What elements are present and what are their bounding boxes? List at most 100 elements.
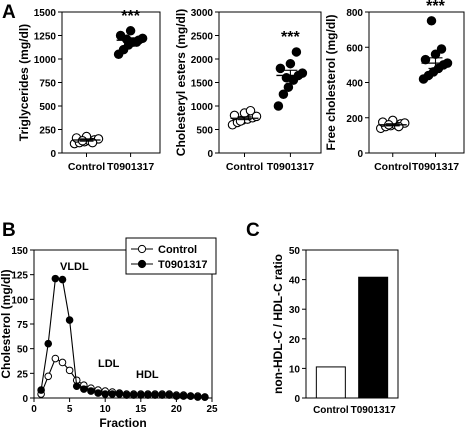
- line-series-2-point: [101, 390, 109, 398]
- line-series-2-point: [51, 274, 60, 283]
- bar-chart-xtick-label-1: T0901317: [351, 405, 396, 416]
- dot-plot-3-xtick-label-1: T0901317: [412, 161, 459, 173]
- legend-marker-2: [137, 259, 147, 269]
- annotation-hdl: HDL: [136, 369, 159, 381]
- line-series-2-point: [44, 339, 53, 348]
- dot-plot-2-point: [278, 89, 289, 100]
- dot-plot-2-point: [285, 58, 296, 69]
- line-series-2-point: [108, 390, 117, 398]
- line-chart-xtick-label-1: 5: [67, 404, 73, 415]
- panel-letter-a: A: [2, 2, 16, 23]
- line-series-2-point: [193, 393, 202, 401]
- ratio-bar-chart: 0 10 20 30 40 50 non-HDL-C / HDL-C ratio Contro…: [271, 246, 399, 416]
- bar-chart-xtick-label-0: Control: [313, 405, 349, 416]
- line-chart-legend: Control T0901317: [125, 237, 217, 275]
- line-series-2-point: [186, 392, 195, 400]
- annotation-vldl: VLDL: [60, 261, 89, 273]
- line-chart-xtick-label-0: 0: [31, 404, 37, 415]
- dot-plot-1-ytick-label-5: 1250: [34, 32, 57, 43]
- line-chart-xtick-label-5: 25: [206, 404, 218, 415]
- bar-2: [358, 276, 389, 399]
- dot-plot-3-ytick-label-0: 0: [357, 149, 363, 160]
- line-chart-ytick-label-6: 150: [11, 246, 28, 257]
- dot-plot-2-ytick-label-6: 3000: [191, 8, 214, 19]
- legend-marker-1: [137, 244, 147, 254]
- dot-plot-1-significance: ***: [121, 8, 140, 25]
- dot-plot-1-xtick-label-0: Control: [68, 161, 105, 173]
- dot-plot-1-xtick-label-1: T0901317: [107, 161, 154, 173]
- dot-plot-3-point: [426, 16, 437, 26]
- panel-letter-b: B: [2, 220, 16, 241]
- dot-plot-3-ytick-label-1: 200: [346, 114, 363, 125]
- line-series-1-point: [58, 358, 67, 367]
- dot-plot-1-ytick-label-6: 1500: [34, 8, 57, 19]
- dot-plot-1-ytick-label-0: 0: [50, 149, 56, 160]
- line-chart-ytick-label-5: 125: [11, 271, 28, 282]
- line-chart-xtick-label-4: 20: [171, 404, 183, 415]
- line-series-2-point: [80, 385, 88, 393]
- dot-plot-2-point: [291, 47, 302, 57]
- dot-plot-3-point: [420, 54, 431, 65]
- dot-plot-2-xtick-label-0: Control: [226, 161, 263, 173]
- dot-plot-1-ytick-label-2: 500: [39, 102, 56, 113]
- line-chart-ytick-label-2: 50: [17, 345, 29, 356]
- dot-plot-2-point: [229, 110, 240, 121]
- dot-plot-1-ytick-label-1: 250: [39, 126, 56, 137]
- bar-chart-ytick-label-0: 0: [294, 394, 300, 405]
- dot-plot-3-significance: ***: [426, 0, 445, 15]
- dot-plot-2-ytick-label-4: 2000: [191, 55, 214, 66]
- bar-chart-ytick-label-1: 10: [289, 364, 301, 375]
- line-series-2-point: [87, 387, 95, 395]
- line-series-1-point: [51, 354, 60, 363]
- line-chart-xtick-label-2: 10: [100, 404, 112, 415]
- legend-box: [125, 237, 217, 275]
- bar-chart-ytick-label-3: 30: [289, 305, 301, 316]
- dot-plot-3-point: [436, 44, 447, 54]
- line-series-2-point: [201, 393, 209, 401]
- dot-plot-2-point: [245, 105, 256, 116]
- dot-plot-3-xtick-label-0: Control: [374, 161, 411, 173]
- line-chart-ylabel: Cholesterol (mg/dl): [0, 269, 13, 378]
- bar-chart-ylabel: non-HDL-C / HDL-C ratio: [271, 254, 285, 394]
- panel-letter-c: C: [246, 220, 260, 241]
- bar-chart-ytick-label-4: 40: [289, 276, 301, 287]
- dot-plot-2-significance: ***: [281, 29, 300, 46]
- dot-plot-2-ytick-label-3: 1500: [191, 79, 214, 90]
- line-series-2-point: [179, 392, 188, 400]
- dot-plot-1-ytick-label-3: 750: [39, 79, 56, 90]
- line-series-2-point: [94, 389, 102, 397]
- annotation-ldl: LDL: [98, 358, 120, 370]
- line-series-2-point: [137, 391, 145, 399]
- bar-chart-frame: [305, 249, 399, 399]
- line-series-2-point: [172, 392, 181, 400]
- line-series-2-point: [72, 382, 81, 390]
- dot-plot-2-ytick-label-0: 0: [207, 149, 213, 160]
- bar-1: [315, 366, 346, 399]
- line-chart-ytick-label-3: 75: [17, 320, 29, 331]
- line-series-2-point: [151, 391, 159, 399]
- line-chart-ytick-label-4: 100: [11, 295, 28, 306]
- dot-plot-1-point: [125, 26, 136, 36]
- line-series-1-point: [65, 366, 74, 375]
- line-series-2-point: [129, 391, 138, 399]
- line-series-2-point: [37, 386, 45, 394]
- dot-plot-1-frame: [61, 11, 161, 154]
- line-series-2: [40, 277, 205, 398]
- dot-plot-2-ylabel: Cholesteryl esters (mg/dl): [174, 9, 188, 156]
- dot-plot-1-ylabel: Triglycerides (mg/dl): [17, 24, 31, 141]
- dot-plot-3: 0 200 400 600 800 Free cholesterol (mg/dl) Con…: [324, 0, 465, 173]
- line-series-1-point: [44, 372, 53, 381]
- dot-plot-3-ytick-label-4: 800: [346, 8, 363, 19]
- dot-plot-3-ytick-label-3: 600: [346, 43, 363, 54]
- dot-plot-2-ytick-label-1: 500: [196, 126, 213, 137]
- line-chart-ytick-label-0: 0: [22, 394, 28, 405]
- line-series-2-point: [165, 391, 174, 399]
- line-series-2-point: [58, 275, 67, 284]
- dot-plot-2-point: [275, 63, 286, 74]
- dot-plot-2-frame: [218, 11, 322, 154]
- line-chart-xlabel: Fraction: [99, 416, 146, 430]
- line-series-2-point: [144, 391, 152, 399]
